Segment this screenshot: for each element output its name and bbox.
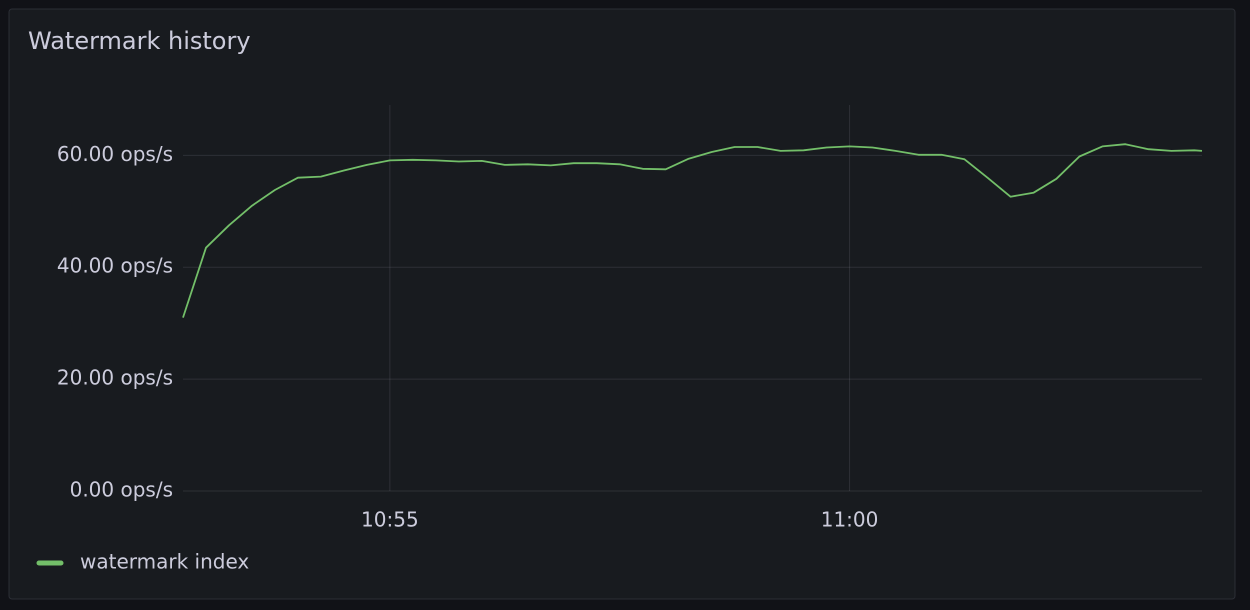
x-tick-label: 11:00 bbox=[821, 508, 879, 532]
y-tick-label: 40.00 ops/s bbox=[57, 254, 173, 278]
legend-label: watermark index bbox=[80, 550, 249, 574]
panel-frame bbox=[8, 8, 1236, 600]
y-tick-label: 0.00 ops/s bbox=[70, 478, 173, 502]
y-tick-label: 20.00 ops/s bbox=[57, 366, 173, 390]
x-tick-label: 10:55 bbox=[361, 508, 419, 532]
series-line bbox=[182, 143, 1203, 318]
y-tick-label: 60.00 ops/s bbox=[57, 142, 173, 166]
panel-title: Watermark history bbox=[28, 27, 251, 55]
